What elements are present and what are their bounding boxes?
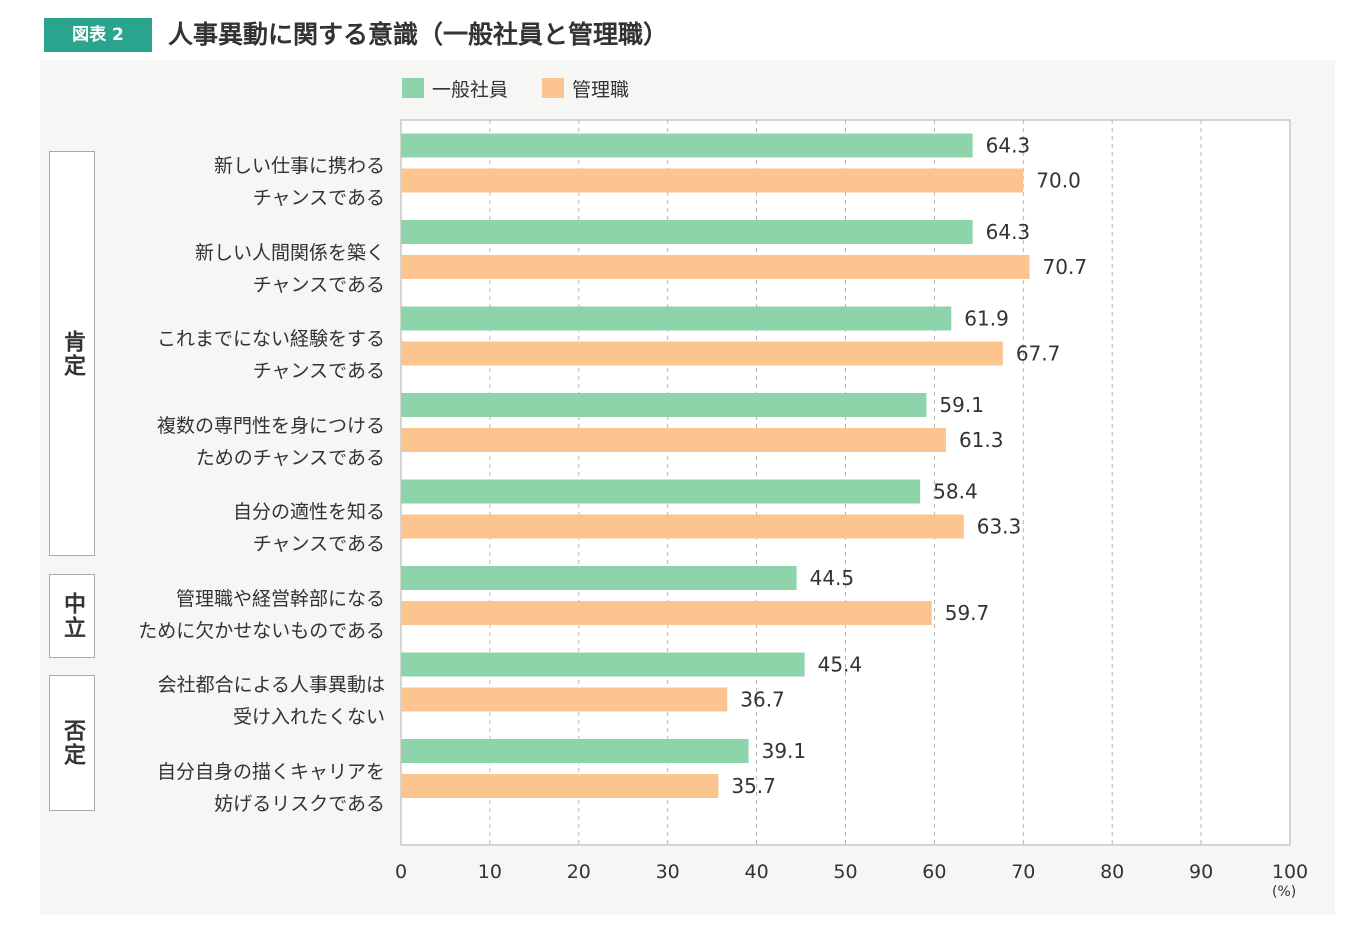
group-box-positive: 肯定 — [49, 151, 95, 556]
x-tick-label-50: 50 — [833, 861, 857, 883]
category-label-5-line2: チャンスである — [252, 533, 385, 555]
bar-managers-1 — [401, 168, 1024, 193]
value-label-managers-5: 63.3 — [977, 515, 1022, 539]
bar-managers-7 — [401, 687, 728, 712]
bar-managers-4 — [401, 428, 946, 452]
bar-managers-8 — [401, 774, 719, 798]
value-label-managers-2: 70.7 — [1043, 255, 1088, 279]
x-tick-label-60: 60 — [922, 861, 946, 883]
chart-title: 人事異動に関する意識（一般社員と管理職） — [168, 20, 669, 49]
category-label-4-line1: 複数の専門性を身につける — [156, 415, 385, 437]
bar-general-staff-2 — [401, 220, 973, 244]
legend-item-general-staff: 一般社員 — [402, 75, 508, 102]
value-label-general-staff-2: 64.3 — [986, 220, 1031, 244]
value-label-general-staff-3: 61.9 — [964, 307, 1009, 331]
category-label-8-line1: 自分自身の描くキャリアを — [156, 761, 385, 783]
x-axis-unit: (%) — [1272, 884, 1297, 900]
category-label-6-line2: ために欠かせないものである — [138, 620, 385, 642]
x-tick-label-20: 20 — [567, 861, 591, 883]
legend-swatch-managers — [542, 78, 565, 98]
group-box-neutral: 中立 — [49, 574, 95, 658]
value-label-general-staff-4: 59.1 — [939, 393, 984, 417]
x-tick-label-90: 90 — [1189, 861, 1213, 883]
bar-managers-6 — [401, 601, 932, 625]
bar-general-staff-8 — [401, 739, 749, 763]
legend-swatch-general-staff — [402, 78, 424, 98]
legend-item-managers: 管理職 — [542, 75, 629, 102]
category-label-4-line2: ためのチャンスである — [195, 447, 385, 469]
value-label-managers-3: 67.7 — [1016, 342, 1061, 366]
bar-general-staff-6 — [401, 566, 797, 590]
category-label-7-line1: 会社都合による人事異動は — [157, 674, 385, 696]
x-tick-label-10: 10 — [478, 861, 502, 883]
group-label-negative: 否定 — [60, 719, 85, 767]
x-tick-label-100: 100 — [1272, 861, 1308, 883]
category-label-1-line1: 新しい仕事に携わる — [213, 155, 385, 177]
x-tick-label-0: 0 — [395, 861, 407, 883]
bar-managers-2 — [401, 255, 1030, 279]
bar-general-staff-4 — [401, 393, 927, 417]
group-label-neutral: 中立 — [60, 592, 85, 640]
x-tick-label-40: 40 — [745, 861, 769, 883]
category-label-2-line1: 新しい人間関係を築く — [194, 242, 385, 264]
bar-general-staff-1 — [401, 133, 973, 158]
x-tick-label-30: 30 — [656, 861, 680, 883]
bar-general-staff-3 — [401, 306, 952, 331]
category-label-3-line2: チャンスである — [252, 360, 385, 382]
figure-badge: 図表 2 — [44, 18, 152, 52]
group-label-positive: 肯定 — [60, 329, 85, 378]
value-label-general-staff-7: 45.4 — [818, 653, 863, 677]
category-label-6-line1: 管理職や経営幹部になる — [175, 588, 385, 610]
x-tick-label-80: 80 — [1100, 861, 1124, 883]
group-box-negative: 否定 — [49, 675, 95, 811]
category-label-8-line2: 妨げるリスクである — [214, 793, 385, 815]
legend: 一般社員 管理職 — [402, 75, 663, 102]
category-label-7-line2: 受け入れたくない — [232, 706, 385, 728]
legend-label-managers: 管理職 — [572, 78, 630, 101]
category-label-5-line1: 自分の適性を知る — [232, 501, 385, 523]
value-label-managers-4: 61.3 — [959, 428, 1004, 452]
value-label-managers-8: 35.7 — [731, 774, 776, 798]
bar-managers-3 — [401, 341, 1003, 366]
value-label-general-staff-5: 58.4 — [933, 480, 978, 504]
value-label-managers-1: 70.0 — [1036, 169, 1081, 193]
bar-managers-5 — [401, 514, 964, 539]
category-label-3-line1: これまでにない経験をする — [156, 328, 385, 350]
value-label-managers-7: 36.7 — [740, 688, 785, 712]
bar-general-staff-5 — [401, 479, 921, 504]
legend-label-general-staff: 一般社員 — [432, 78, 509, 101]
bar-general-staff-7 — [401, 652, 805, 677]
category-label-2-line2: チャンスである — [252, 274, 385, 296]
category-label-1-line2: チャンスである — [252, 187, 385, 209]
x-tick-label-70: 70 — [1011, 861, 1035, 883]
value-label-general-staff-6: 44.5 — [810, 566, 855, 590]
value-label-general-staff-1: 64.3 — [986, 134, 1031, 158]
value-label-managers-6: 59.7 — [945, 601, 990, 625]
value-label-general-staff-8: 39.1 — [762, 739, 807, 763]
